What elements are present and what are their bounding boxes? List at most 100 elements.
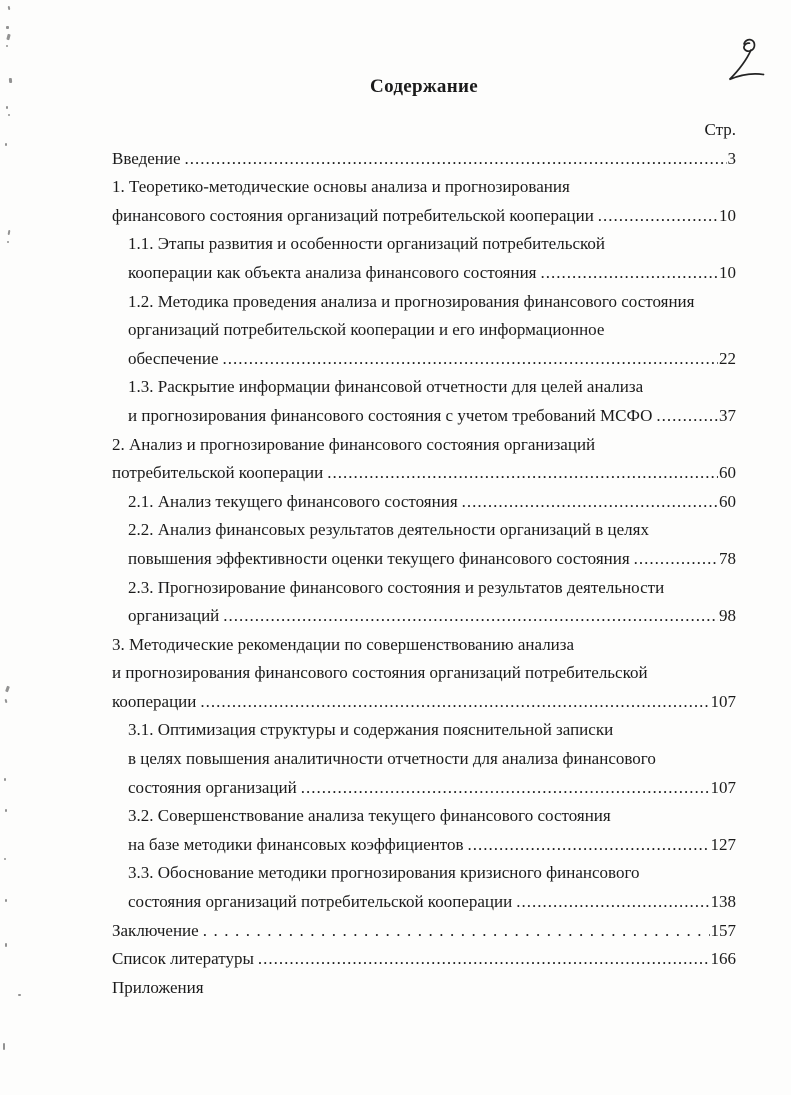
scan-speck	[6, 33, 11, 41]
dot-leader	[223, 602, 718, 631]
dot-leader	[656, 402, 718, 431]
dot-leader	[467, 831, 709, 860]
toc-line: финансового состояния организаций потреб…	[112, 202, 736, 231]
toc-line: 3.3. Обоснование методики прогнозировани…	[112, 859, 736, 888]
toc-entry-text: повышения эффективности оценки текущего …	[128, 548, 630, 568]
toc-line: организаций 98	[112, 602, 736, 631]
scan-speck	[4, 698, 8, 704]
dot-leader	[634, 545, 718, 574]
handwritten-page-number	[722, 34, 770, 86]
scan-speck	[8, 114, 10, 116]
toc-line: в целях повышения аналитичности отчетнос…	[112, 745, 736, 774]
toc-page-number: 10	[719, 205, 736, 225]
dot-leader	[301, 774, 710, 803]
toc-line: кооперации как объекта анализа финансово…	[112, 259, 736, 288]
scan-speck	[7, 229, 11, 236]
toc-entry-text: финансового состояния организаций потреб…	[112, 205, 594, 225]
toc-line: кооперации 107	[112, 688, 736, 717]
toc-entry-text: и прогнозирования финансового состояния …	[112, 663, 648, 683]
toc-page-number: 22	[719, 348, 736, 368]
toc-entry-text: 2.3. Прогнозирование финансового состоян…	[128, 577, 665, 597]
scan-speck	[5, 943, 7, 947]
toc-line: Список литературы 166	[112, 945, 736, 974]
toc-page-number: 138	[710, 892, 737, 912]
toc-page-number: 107	[710, 777, 737, 797]
toc-page-number: 157	[710, 920, 737, 940]
toc-entry-text: 2. Анализ и прогнозирование финансового …	[112, 434, 596, 454]
toc-page-number: 10	[719, 262, 736, 282]
toc-line: 1.1. Этапы развития и особенности органи…	[112, 230, 736, 259]
toc-line: 3.1. Оптимизация структуры и содержания …	[112, 716, 736, 745]
dot-leader	[540, 259, 718, 288]
toc-entry-text: и прогнозирования финансового состояния …	[128, 405, 653, 425]
dot-leader	[598, 202, 718, 231]
dot-leader	[516, 888, 709, 917]
dot-leader	[185, 145, 727, 174]
toc-line: и прогнозирования финансового состояния …	[112, 659, 736, 688]
toc-line: 1.3. Раскрытие информации финансовой отч…	[112, 373, 736, 402]
toc-line: и прогнозирования финансового состояния …	[112, 402, 736, 431]
toc-entry-text: Введение	[112, 148, 181, 168]
toc-line: 2. Анализ и прогнозирование финансового …	[112, 431, 736, 460]
toc-page-number: 78	[719, 548, 736, 568]
toc-entry-text: Приложения	[112, 977, 204, 997]
toc-entry-text: 2.1. Анализ текущего финансового состоян…	[128, 491, 458, 511]
toc-page-number: 127	[710, 834, 737, 854]
toc-entry-text: 2.2. Анализ финансовых результатов деяте…	[128, 520, 649, 540]
toc-page-number: 107	[710, 691, 737, 711]
dot-leader	[203, 917, 710, 946]
toc-entry-text: Список литературы	[112, 949, 254, 969]
toc-line: Приложения	[112, 974, 736, 1003]
dot-leader	[258, 945, 710, 974]
scan-speck	[5, 899, 7, 902]
toc-entry-text: Заключение	[112, 920, 199, 940]
scan-speck	[5, 143, 7, 146]
dot-leader	[200, 688, 709, 717]
toc-page-number: 3	[727, 148, 737, 168]
toc-entry-text: 1. Теоретико-методические основы анализа…	[112, 177, 570, 197]
toc-entry-text: потребительской кооперации	[112, 463, 324, 483]
toc-line: на базе методики финансовых коэффициенто…	[112, 831, 736, 860]
toc-line: Введение 3	[112, 145, 736, 174]
toc-line: 2.2. Анализ финансовых результатов деяте…	[112, 516, 736, 545]
dot-leader	[327, 459, 718, 488]
scan-speck	[6, 45, 8, 47]
toc-line: Заключение 157	[112, 917, 736, 946]
toc-entry-text: 3. Методические рекомендации по совершен…	[112, 634, 575, 654]
toc-entry-text: состояния организаций потребительской ко…	[128, 892, 513, 912]
toc-entry-text: на базе методики финансовых коэффициенто…	[128, 834, 464, 854]
toc-line: 3. Методические рекомендации по совершен…	[112, 631, 736, 660]
toc-entry-text: 1.2. Методика проведения анализа и прогн…	[128, 291, 695, 311]
toc-line: 1.2. Методика проведения анализа и прогн…	[112, 288, 736, 317]
toc-line: 1. Теоретико-методические основы анализа…	[112, 173, 736, 202]
toc-line: обеспечение 22	[112, 345, 736, 374]
scan-speck	[6, 26, 9, 29]
toc-page-number: 98	[719, 606, 736, 626]
page-title: Содержание	[370, 76, 478, 97]
toc-entry-text: обеспечение	[128, 348, 219, 368]
toc-entry-text: в целях повышения аналитичности отчетнос…	[128, 749, 656, 769]
toc-entry-text: организаций потребительской кооперации и…	[128, 320, 605, 340]
toc-entry-text: 3.3. Обоснование методики прогнозировани…	[128, 863, 640, 883]
toc-entry-text: кооперации	[112, 691, 197, 711]
toc-entry-text: 1.3. Раскрытие информации финансовой отч…	[128, 377, 644, 397]
scan-speck	[6, 106, 8, 109]
toc-page-number: 166	[710, 949, 737, 969]
toc-line: 2.3. Прогнозирование финансового состоян…	[112, 574, 736, 603]
scan-speck	[4, 778, 6, 781]
toc-page-number: 60	[719, 491, 736, 511]
toc-line: состояния организаций потребительской ко…	[112, 888, 736, 917]
toc-entry-text: кооперации как объекта анализа финансово…	[128, 262, 537, 282]
toc-line: организаций потребительской кооперации и…	[112, 316, 736, 345]
dot-leader	[223, 345, 719, 374]
toc-line: потребительской кооперации 60	[112, 459, 736, 488]
scan-speck	[8, 77, 13, 84]
scan-speck	[7, 5, 11, 11]
scan-speck	[3, 1043, 5, 1050]
toc-line: повышения эффективности оценки текущего …	[112, 545, 736, 574]
scan-speck	[5, 809, 7, 812]
toc-entry-text: 1.1. Этапы развития и особенности органи…	[128, 234, 605, 254]
scan-speck	[18, 994, 21, 996]
scan-speck	[4, 858, 6, 860]
